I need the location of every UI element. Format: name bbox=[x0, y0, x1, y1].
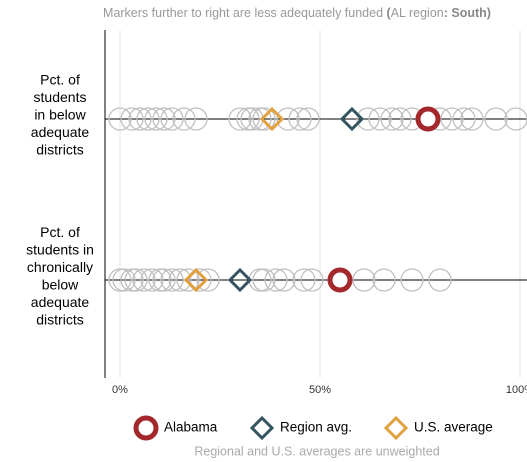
row-label: below bbox=[42, 276, 79, 292]
district-marker bbox=[484, 107, 508, 131]
district-marker bbox=[428, 268, 452, 292]
district-marker bbox=[276, 107, 300, 131]
district-marker bbox=[380, 107, 404, 131]
district-marker bbox=[452, 107, 476, 131]
district-marker bbox=[184, 107, 208, 131]
district-marker bbox=[108, 268, 132, 292]
district-marker bbox=[152, 107, 176, 131]
district-marker bbox=[120, 268, 144, 292]
district-marker bbox=[248, 107, 272, 131]
row-label: adequate bbox=[31, 294, 90, 310]
alabama-marker bbox=[415, 106, 441, 132]
district-marker bbox=[300, 268, 324, 292]
district-marker bbox=[168, 268, 192, 292]
average-marker bbox=[183, 267, 209, 293]
legend-label: U.S. average bbox=[414, 420, 493, 435]
footnote: Regional and U.S. averages are unweighte… bbox=[194, 444, 439, 458]
title-part: : South) bbox=[444, 6, 491, 20]
district-marker bbox=[176, 268, 200, 292]
district-marker bbox=[120, 107, 144, 131]
chart-title: Markers further to right are less adequa… bbox=[103, 6, 491, 20]
district-marker bbox=[128, 107, 152, 131]
district-marker bbox=[264, 268, 288, 292]
average-marker bbox=[227, 267, 253, 293]
average-marker bbox=[339, 106, 365, 132]
district-marker bbox=[124, 268, 148, 292]
legend-label: Region avg. bbox=[280, 420, 352, 435]
district-marker bbox=[460, 107, 484, 131]
district-marker bbox=[400, 268, 424, 292]
district-marker bbox=[352, 268, 376, 292]
legend-label: Alabama bbox=[164, 420, 218, 435]
row-label: in below bbox=[34, 107, 86, 123]
district-marker bbox=[132, 268, 156, 292]
district-marker bbox=[112, 268, 136, 292]
district-marker bbox=[368, 107, 392, 131]
row-label: students bbox=[34, 89, 87, 105]
district-marker bbox=[236, 107, 260, 131]
row-label: Pct. of bbox=[40, 72, 80, 88]
district-marker bbox=[272, 268, 296, 292]
district-marker bbox=[140, 268, 164, 292]
row-label: students in bbox=[26, 241, 94, 257]
row-label: adequate bbox=[31, 124, 90, 140]
district-marker bbox=[372, 268, 396, 292]
district-marker bbox=[160, 107, 184, 131]
x-tick-label: 0% bbox=[112, 384, 128, 396]
district-marker bbox=[296, 107, 320, 131]
legend-symbol bbox=[383, 415, 409, 441]
row-label: chronically bbox=[27, 259, 93, 275]
legend-symbol bbox=[249, 415, 275, 441]
district-marker bbox=[288, 107, 312, 131]
district-marker bbox=[252, 107, 276, 131]
district-marker bbox=[152, 268, 176, 292]
row-label: districts bbox=[36, 311, 83, 327]
x-tick-label: 50% bbox=[309, 384, 331, 396]
district-marker bbox=[504, 107, 527, 131]
district-marker bbox=[252, 268, 276, 292]
title-part: ( bbox=[387, 6, 392, 20]
title-part: AL region bbox=[391, 6, 444, 20]
row-label: districts bbox=[36, 142, 83, 158]
legend-symbol bbox=[133, 415, 159, 441]
district-marker bbox=[440, 107, 464, 131]
district-marker bbox=[148, 268, 172, 292]
district-marker bbox=[144, 107, 168, 131]
average-marker bbox=[259, 106, 285, 132]
district-marker bbox=[356, 107, 380, 131]
district-marker bbox=[196, 268, 220, 292]
title-part: Markers further to right are less adequa… bbox=[103, 6, 386, 20]
alabama-marker bbox=[327, 267, 353, 293]
district-marker bbox=[292, 268, 316, 292]
row-label: Pct. of bbox=[40, 224, 80, 240]
district-marker bbox=[136, 107, 160, 131]
district-marker bbox=[188, 268, 212, 292]
x-tick-label: 100% bbox=[506, 384, 527, 396]
district-marker bbox=[228, 107, 252, 131]
district-marker bbox=[388, 107, 412, 131]
district-marker bbox=[108, 107, 132, 131]
district-marker bbox=[160, 268, 184, 292]
district-marker bbox=[172, 107, 196, 131]
